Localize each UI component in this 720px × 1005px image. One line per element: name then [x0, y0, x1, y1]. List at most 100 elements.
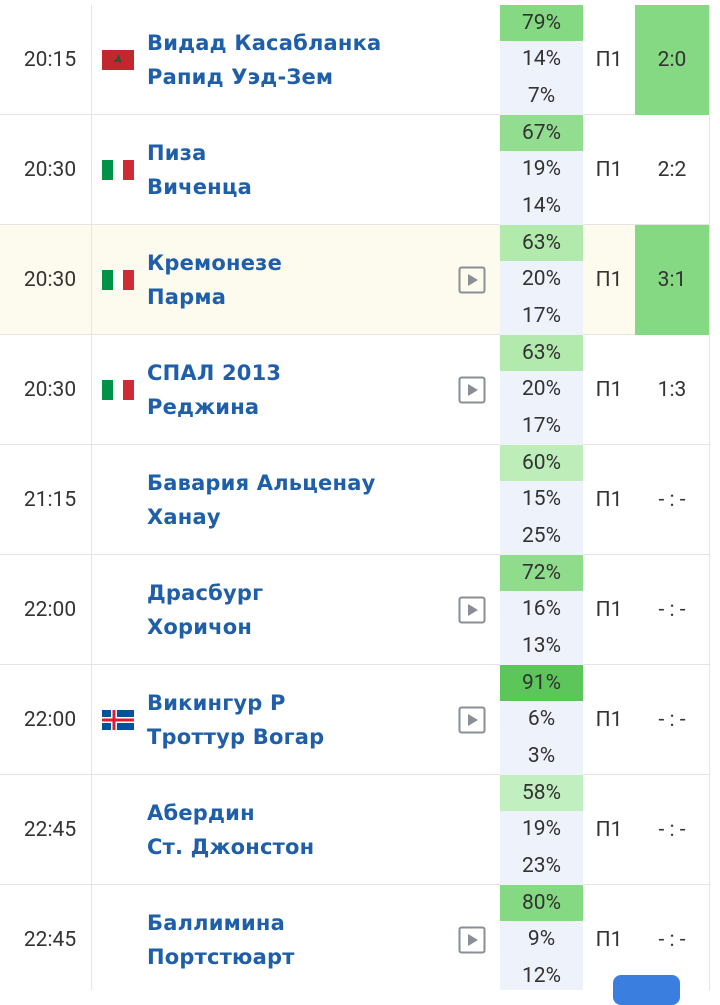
home-team[interactable]: Кремонезе: [147, 251, 283, 275]
prediction: П1: [595, 378, 623, 402]
probability: 60%: [500, 445, 583, 481]
prediction: П1: [595, 818, 623, 842]
video-icon[interactable]: [458, 596, 486, 624]
cell-border: [709, 775, 710, 885]
cell-border: [709, 445, 710, 555]
cell-border: [91, 445, 92, 555]
cell-border: [709, 5, 710, 115]
probability: 3%: [500, 737, 583, 775]
probability: 12%: [500, 957, 583, 990]
cell-border: [91, 335, 92, 445]
probability: 91%: [500, 665, 583, 701]
match-row[interactable]: [0, 885, 710, 990]
match-time: 20:30: [23, 268, 77, 292]
match-time: 20:30: [23, 378, 77, 402]
cell-border: [91, 885, 92, 990]
prediction: П1: [595, 598, 623, 622]
probability: 67%: [500, 115, 583, 151]
cell-border: [709, 225, 710, 335]
probability: 16%: [500, 591, 583, 627]
flag: [102, 50, 134, 70]
video-icon[interactable]: [458, 706, 486, 734]
match-time: 22:45: [23, 928, 77, 952]
prediction: П1: [595, 708, 623, 732]
probability: 19%: [500, 811, 583, 847]
video-icon[interactable]: [458, 926, 486, 954]
match-time: 20:30: [23, 158, 77, 182]
cell-border: [709, 665, 710, 775]
prediction: П1: [595, 158, 623, 182]
away-team[interactable]: Троттур Вогар: [147, 725, 325, 749]
score: - : -: [658, 488, 686, 512]
prediction: П1: [595, 928, 623, 952]
away-team[interactable]: Ханау: [147, 505, 221, 529]
probability: 17%: [500, 407, 583, 445]
probability: 14%: [500, 41, 583, 77]
cell-border: [709, 555, 710, 665]
probability: 6%: [500, 701, 583, 737]
probability: 72%: [500, 555, 583, 591]
scroll-button[interactable]: [613, 975, 680, 1005]
probability: 25%: [500, 517, 583, 555]
home-team[interactable]: Баллимина: [147, 911, 286, 935]
home-team[interactable]: СПАЛ 2013: [147, 361, 282, 385]
match-time: 20:15: [23, 48, 77, 72]
prediction: П1: [595, 48, 623, 72]
cell-border: [709, 335, 710, 445]
probability: 14%: [500, 187, 583, 225]
match-time: 21:15: [23, 488, 77, 512]
flag: [102, 270, 134, 290]
flag: [102, 710, 134, 730]
score: - : -: [658, 818, 686, 842]
cell-border: [91, 5, 92, 115]
video-icon[interactable]: [458, 376, 486, 404]
probability: 20%: [500, 371, 583, 407]
home-team[interactable]: Пиза: [147, 141, 207, 165]
probability: 19%: [500, 151, 583, 187]
away-team[interactable]: Рапид Уэд-Зем: [147, 65, 334, 89]
match-time: 22:00: [23, 598, 77, 622]
away-team[interactable]: Портстюарт: [147, 945, 295, 969]
score: 1:3: [657, 378, 687, 402]
probability: 17%: [500, 297, 583, 335]
probability: 23%: [500, 847, 583, 885]
home-team[interactable]: Абердин: [147, 801, 255, 825]
probability: 79%: [500, 5, 583, 41]
away-team[interactable]: Виченца: [147, 175, 253, 199]
cell-border: [91, 225, 92, 335]
prediction: П1: [595, 488, 623, 512]
flag: [102, 160, 134, 180]
probability: 15%: [500, 481, 583, 517]
match-row[interactable]: [0, 445, 710, 555]
score: 3:1: [635, 225, 709, 335]
score: - : -: [658, 708, 686, 732]
cell-border: [91, 555, 92, 665]
score: 2:2: [657, 158, 687, 182]
away-team[interactable]: Ст. Джонстон: [147, 835, 315, 859]
flag: [102, 380, 134, 400]
probability: 20%: [500, 261, 583, 297]
probability: 7%: [500, 77, 583, 115]
cell-border: [709, 885, 710, 990]
score: 2:0: [635, 5, 709, 115]
home-team[interactable]: Бавария Альценау: [147, 471, 376, 495]
video-icon[interactable]: [458, 266, 486, 294]
cell-border: [91, 775, 92, 885]
cell-border: [91, 665, 92, 775]
probability: 13%: [500, 627, 583, 665]
match-row[interactable]: [0, 555, 710, 665]
away-team[interactable]: Реджина: [147, 395, 260, 419]
home-team[interactable]: Видад Касабланка: [147, 31, 382, 55]
probability: 9%: [500, 921, 583, 957]
score: - : -: [658, 928, 686, 952]
home-team[interactable]: Викингур Р: [147, 691, 286, 715]
away-team[interactable]: Хоричон: [147, 615, 253, 639]
prediction: П1: [595, 268, 623, 292]
match-row[interactable]: [0, 775, 710, 885]
probability: 80%: [500, 885, 583, 921]
home-team[interactable]: Драсбург: [147, 581, 264, 605]
match-time: 22:45: [23, 818, 77, 842]
away-team[interactable]: Парма: [147, 285, 227, 309]
